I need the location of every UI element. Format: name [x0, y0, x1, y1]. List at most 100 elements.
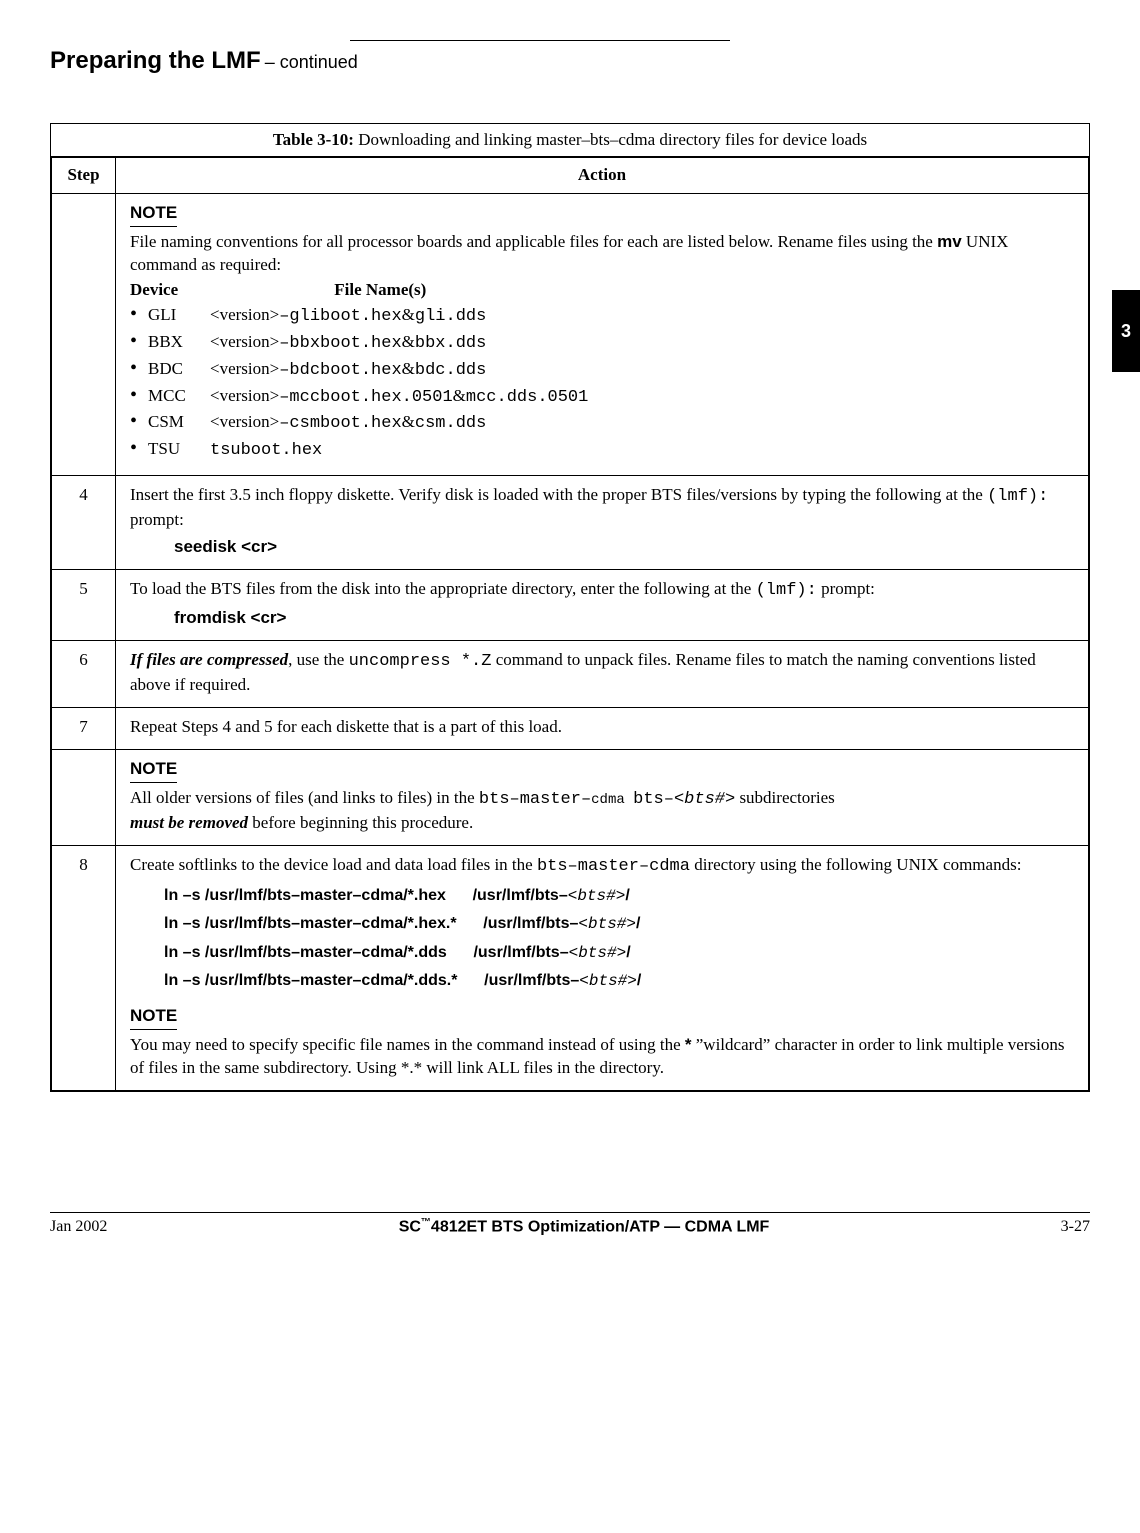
header-rule — [350, 40, 730, 41]
step-blank2 — [52, 749, 116, 845]
device-name: MCC — [148, 385, 210, 408]
action-4: Insert the first 3.5 inch floppy diskett… — [116, 476, 1089, 570]
note-text: File naming conventions for all processo… — [130, 231, 1074, 277]
bullet-icon: • — [130, 304, 148, 324]
cmd-list: ln –s /usr/lmf/bts–master–cdma/*.hex /us… — [130, 885, 1074, 993]
n2-m1: bts–master– — [479, 790, 591, 809]
r4-mono: (lmf): — [987, 487, 1048, 506]
fc-b: 4812ET BTS Optimization/ATP — CDMA LMF — [431, 1218, 769, 1235]
file-a: –mccboot.hex.0501 — [279, 387, 452, 410]
side-tab-top — [1112, 290, 1140, 316]
r8-intro: Create softlinks to the device load and … — [130, 854, 1074, 879]
footer-left: Jan 2002 — [50, 1218, 107, 1236]
r4-b: prompt: — [130, 510, 184, 529]
table-row: 5 To load the BTS files from the disk in… — [52, 570, 1089, 641]
action-5: To load the BTS files from the disk into… — [116, 570, 1089, 641]
r5-a: To load the BTS files from the disk into… — [130, 579, 756, 598]
file-b: mcc.dds.0501 — [466, 387, 588, 410]
step-blank — [52, 193, 116, 475]
device-name: GLI — [148, 304, 210, 327]
n2-b: subdirectories — [735, 788, 835, 807]
n3-a: You may need to specify specific file na… — [130, 1035, 685, 1054]
caption-bold: Table 3-10: — [273, 130, 354, 149]
cmd-right-it: <bts#> — [569, 944, 627, 962]
note2-text: All older versions of files (and links t… — [130, 787, 1074, 835]
device-name: TSU — [148, 438, 210, 461]
cmd-left: ln –s /usr/lmf/bts–master–cdma/*.dds — [164, 944, 447, 961]
table-row: 7 Repeat Steps 4 and 5 for each diskette… — [52, 707, 1089, 749]
device-name: BDC — [148, 358, 210, 381]
table-row: NOTE File naming conventions for all pro… — [52, 193, 1089, 475]
bullet-icon: • — [130, 358, 148, 378]
note3-label: NOTE — [130, 1005, 177, 1030]
page-title-suffix: – continued — [265, 52, 358, 72]
cmd-left: ln –s /usr/lmf/bts–master–cdma/*.hex.* — [164, 915, 457, 932]
file-b: csm.dds — [415, 413, 486, 436]
bullet-icon: • — [130, 438, 148, 458]
n2-a: All older versions of files (and links t… — [130, 788, 479, 807]
cmd-right-pre: /usr/lmf/bts– — [473, 944, 568, 961]
action-7: Repeat Steps 4 and 5 for each diskette t… — [116, 707, 1089, 749]
version-tag: <version> — [210, 358, 279, 381]
main-table: Table 3-10: Downloading and linking mast… — [50, 123, 1090, 1092]
device-hdr: Device — [130, 279, 330, 302]
cmd-left: ln –s /usr/lmf/bts–master–cdma/*.hex — [164, 887, 446, 904]
r8-ib: directory using the following UNIX comma… — [690, 855, 1021, 874]
r8-im: bts–master–cdma — [537, 857, 690, 876]
file-a: –bbxboot.hex — [279, 333, 401, 356]
r6-a: , use the — [288, 650, 348, 669]
caption-rest: Downloading and linking master–bts–cdma … — [354, 130, 867, 149]
amp: & — [402, 331, 415, 354]
device-name: CSM — [148, 411, 210, 434]
cmd-right-post: / — [636, 915, 640, 932]
device-row: •GLI<version>–gliboot.hex & gli.dds — [130, 304, 1074, 329]
device-row: •BDC<version>–bdcboot.hex & bdc.dds — [130, 358, 1074, 383]
device-row: •CSM<version>–csmboot.hex & csm.dds — [130, 411, 1074, 436]
step-6: 6 — [52, 641, 116, 708]
version-tag: <version> — [210, 331, 279, 354]
table-caption: Table 3-10: Downloading and linking mast… — [51, 124, 1089, 157]
n2-bi: must be removed — [130, 813, 248, 832]
n2-m2: bts– — [633, 790, 674, 809]
action-8: Create softlinks to the device load and … — [116, 845, 1089, 1090]
table-row: 8 Create softlinks to the device load an… — [52, 845, 1089, 1090]
device-row: •MCC<version>–mccboot.hex.0501 & mcc.dds… — [130, 385, 1074, 410]
cmd-right-pre: /usr/lmf/bts– — [483, 915, 578, 932]
action-note1: NOTE File naming conventions for all pro… — [116, 193, 1089, 475]
r8-ia: Create softlinks to the device load and … — [130, 855, 537, 874]
note-text-a: File naming conventions for all processo… — [130, 232, 937, 251]
cmd-right-post: / — [626, 944, 630, 961]
r5-b: prompt: — [817, 579, 875, 598]
r6-mono: uncompress *.Z — [349, 652, 492, 671]
cmd-right-post: / — [637, 972, 641, 989]
amp: & — [402, 358, 415, 381]
device-list: •GLI<version>–gliboot.hex & gli.dds•BBX<… — [130, 304, 1074, 464]
col-step: Step — [52, 158, 116, 194]
cmd-right-it: <bts#> — [579, 972, 637, 990]
col-action: Action — [116, 158, 1089, 194]
note2-label: NOTE — [130, 758, 177, 783]
ln-command: ln –s /usr/lmf/bts–master–cdma/*.dds /us… — [164, 942, 1074, 965]
bullet-icon: • — [130, 331, 148, 351]
device-row: •TSUtsuboot.hex — [130, 438, 1074, 463]
cmd-right-it: <bts#> — [578, 915, 636, 933]
table-row: 4 Insert the first 3.5 inch floppy diske… — [52, 476, 1089, 570]
version-tag: <version> — [210, 385, 279, 408]
ln-command: ln –s /usr/lmf/bts–master–cdma/*.hex.* /… — [164, 913, 1074, 936]
version-tag: <version> — [210, 411, 279, 434]
fc-a: SC — [399, 1218, 421, 1235]
amp: & — [453, 385, 466, 408]
n2-c: before beginning this procedure. — [248, 813, 473, 832]
fc-tm: ™ — [421, 1217, 431, 1228]
ln-command: ln –s /usr/lmf/bts–master–cdma/*.dds.* /… — [164, 970, 1074, 993]
file-b: bbx.dds — [415, 333, 486, 356]
cmd-right-pre: /usr/lmf/bts– — [473, 887, 568, 904]
action-note2: NOTE All older versions of files (and li… — [116, 749, 1089, 845]
side-tab-bottom — [1112, 346, 1140, 372]
device-name: BBX — [148, 331, 210, 354]
amp: & — [402, 304, 415, 327]
version-tag: <version> — [210, 304, 279, 327]
action-6: If files are compressed, use the uncompr… — [116, 641, 1089, 708]
file-a: –gliboot.hex — [279, 306, 401, 329]
n3-star: * — [685, 1035, 692, 1054]
